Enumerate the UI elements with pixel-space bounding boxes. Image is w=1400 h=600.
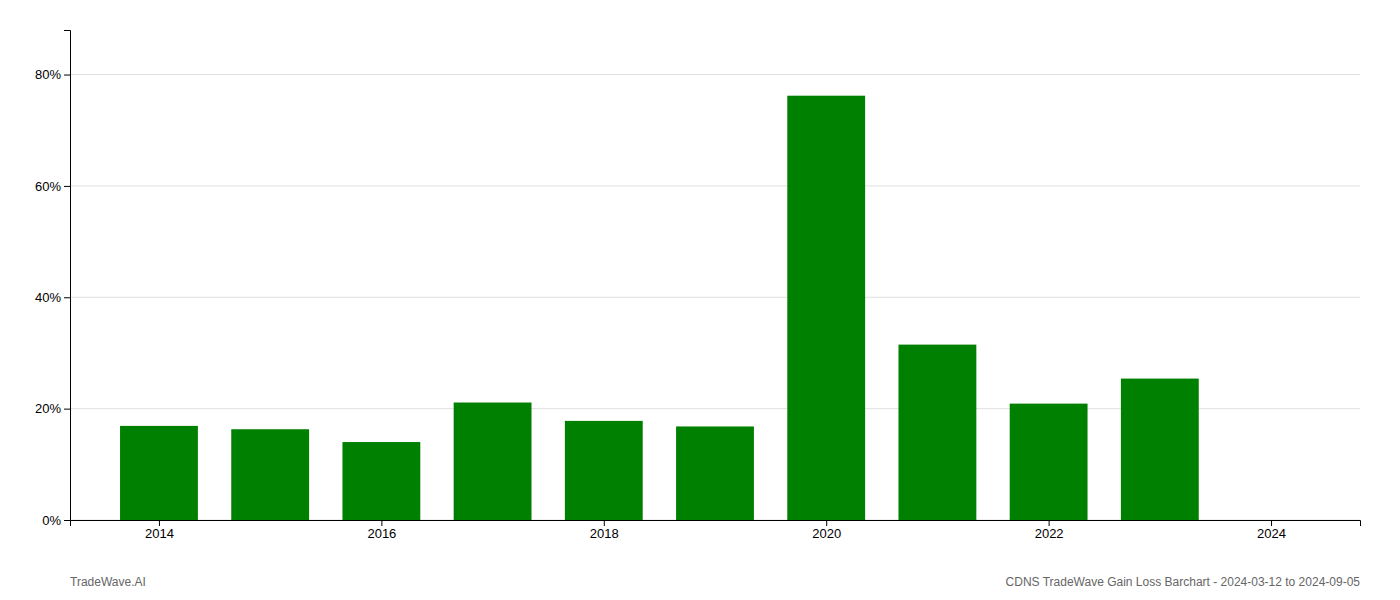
chart-svg: 2014 2016 2018 2020 2022 2024 0% 20% 40% 60% 80% Tr… [0, 0, 1400, 600]
x-tick: 2016 [367, 520, 396, 541]
bar [787, 96, 865, 520]
bar [676, 426, 754, 520]
annotation: TradeWave.AI [70, 575, 146, 589]
bar [120, 426, 198, 520]
bar [1010, 404, 1088, 520]
x-tick-mark [826, 520, 827, 526]
bar [1121, 379, 1199, 520]
x-axis: 2014 2016 2018 2020 2022 2024 [71, 520, 1361, 541]
y-tick-label: 40% [35, 290, 61, 305]
y-tick-label: 60% [35, 179, 61, 194]
x-tick-mark [1271, 520, 1272, 526]
bar [565, 421, 643, 520]
x-axis-line [71, 521, 1361, 527]
y-axis: 0% 20% 40% 60% 80% [35, 31, 71, 528]
annotations: TradeWave.AI CDNS TradeWave Gain Loss Bar… [70, 575, 1360, 589]
bar [342, 442, 420, 520]
grid [70, 75, 1360, 520]
plot-area [120, 96, 1199, 520]
x-tick-label: 2014 [145, 526, 174, 541]
x-tick: 2018 [590, 520, 619, 541]
x-tick-label: 2018 [590, 526, 619, 541]
y-tick: 40% [35, 290, 70, 305]
x-tick-mark [1049, 520, 1050, 526]
y-tick-mark [64, 297, 70, 298]
x-tick: 2022 [1035, 520, 1064, 541]
grid-line [70, 185, 1360, 186]
x-tick-mark [604, 520, 605, 526]
grid-line [70, 74, 1360, 75]
y-tick-mark [64, 520, 70, 521]
x-tick-label: 2016 [367, 526, 396, 541]
bar [898, 345, 976, 520]
y-tick: 60% [35, 179, 70, 194]
x-tick-label: 2024 [1257, 526, 1286, 541]
x-tick: 2024 [1257, 520, 1286, 541]
y-tick-mark [64, 186, 70, 187]
x-tick: 2020 [812, 520, 841, 541]
bar [454, 403, 532, 520]
y-tick: 0% [42, 513, 70, 528]
y-tick: 20% [35, 401, 70, 416]
y-tick-label: 20% [35, 401, 61, 416]
x-tick-label: 2020 [812, 526, 841, 541]
x-tick: 2014 [145, 520, 174, 541]
bar [231, 429, 309, 520]
chart-container: 2014 2016 2018 2020 2022 2024 0% 20% 40% 60% 80% Tr… [0, 0, 1400, 600]
x-tick-mark [159, 520, 160, 526]
y-tick-mark [64, 409, 70, 410]
y-tick-label: 0% [42, 513, 61, 528]
annotation: CDNS TradeWave Gain Loss Barchart - 2024… [1006, 575, 1361, 589]
grid-line [70, 297, 1360, 298]
y-tick-label: 80% [35, 67, 61, 82]
y-tick: 80% [35, 67, 70, 82]
x-tick-mark [381, 520, 382, 526]
y-axis-line [64, 31, 71, 521]
y-tick-mark [64, 75, 70, 76]
x-tick-label: 2022 [1035, 526, 1064, 541]
